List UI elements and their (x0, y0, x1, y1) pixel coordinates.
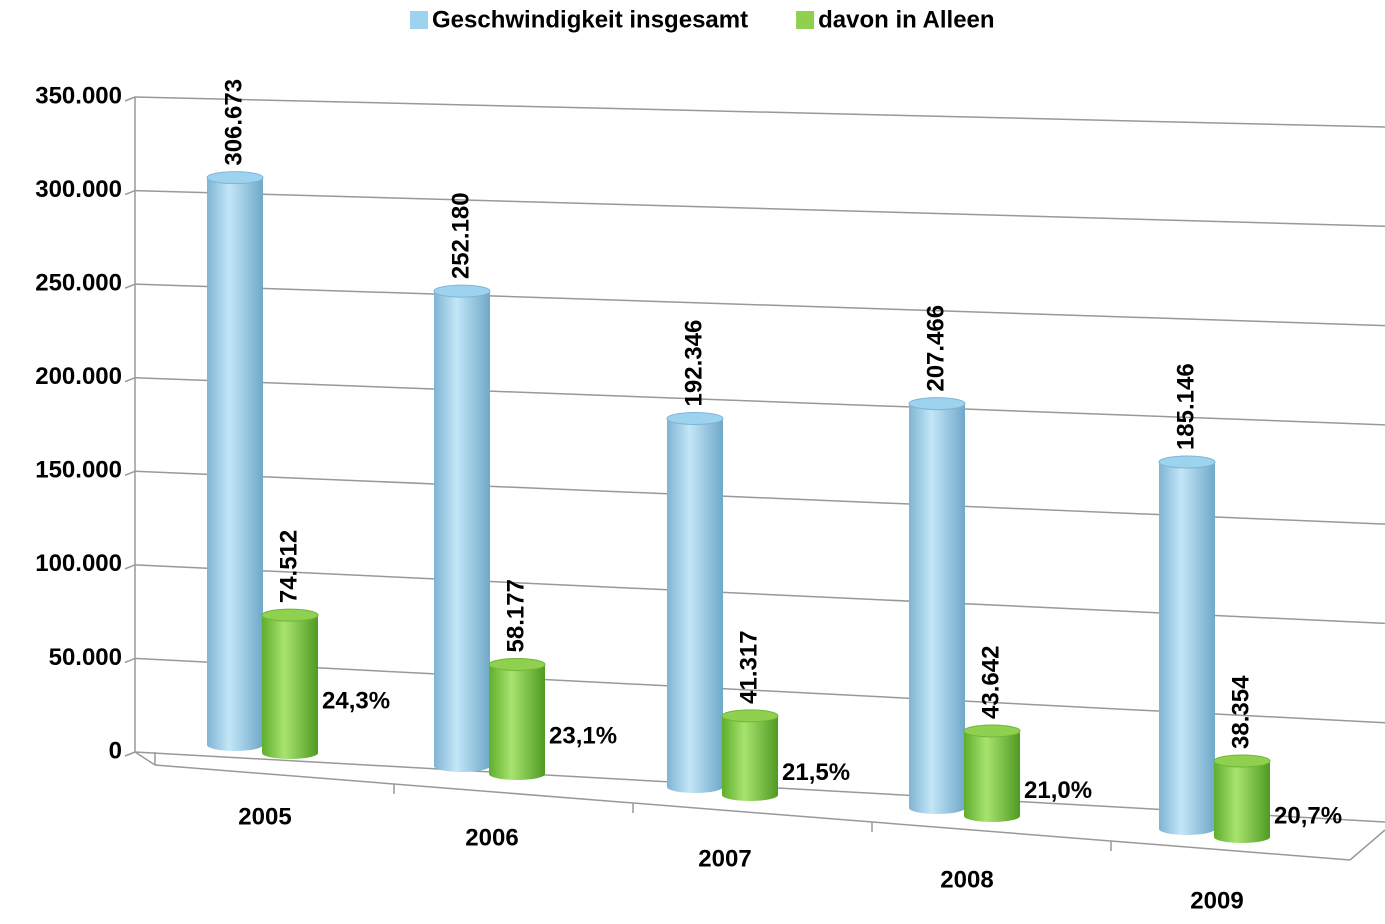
bar-top (488, 657, 546, 671)
data-label: 185.146 (1172, 363, 1199, 450)
tick-mark (124, 564, 136, 570)
bar-body (667, 418, 723, 787)
bar-bottom (262, 747, 318, 759)
bar-top (1213, 754, 1271, 768)
bar-body (434, 291, 490, 766)
data-label: 74.512 (275, 530, 302, 603)
y-tick-label: 350.000 (35, 82, 122, 109)
share-label: 21,5% (782, 759, 850, 786)
bar-top (908, 397, 966, 411)
bar-top (206, 171, 264, 185)
data-label: 38.354 (1227, 675, 1254, 749)
tick-mark (124, 751, 136, 757)
legend-swatch (410, 11, 428, 29)
tick-mark (124, 657, 136, 664)
bar (908, 397, 966, 814)
bar-bottom (964, 810, 1020, 822)
y-tick-label: 100.000 (35, 550, 122, 577)
bar (1213, 754, 1271, 843)
share-label: 21,0% (1024, 777, 1092, 804)
bar-body (207, 177, 263, 745)
grid-line (134, 376, 1385, 426)
bar (433, 284, 491, 772)
bar-top (261, 608, 319, 622)
bar-top (721, 709, 779, 723)
floor-edge (1349, 829, 1385, 861)
y-tick-label: 150.000 (35, 457, 122, 484)
tick-mark (124, 377, 136, 383)
data-label: 43.642 (977, 646, 1004, 719)
y-tick-label: 250.000 (35, 269, 122, 296)
bar-top (963, 724, 1021, 738)
legend-label: davon in Alleen (818, 6, 994, 33)
bar-bottom (722, 789, 778, 801)
grid-line (134, 96, 1385, 128)
wall-edge (134, 751, 156, 766)
share-label: 20,7% (1274, 802, 1342, 829)
x-tick-label: 2008 (940, 866, 993, 893)
x-tick-label: 2007 (698, 845, 751, 872)
bar-body (1214, 760, 1270, 837)
legend-label: Geschwindigkeit insgesamt (432, 6, 748, 33)
y-tick-label: 300.000 (35, 176, 122, 203)
x-tick-label: 2009 (1190, 887, 1243, 914)
floor-edge (154, 764, 1351, 861)
data-label: 207.466 (922, 305, 949, 392)
legend-swatch (796, 11, 815, 29)
tick-mark (124, 470, 136, 476)
data-label: 252.180 (447, 192, 474, 279)
y-tick-label: 0 (109, 737, 122, 764)
x-tick-label: 2006 (465, 824, 518, 851)
grid-line (134, 189, 1385, 228)
bar (1158, 455, 1216, 835)
bar-body (722, 715, 778, 795)
bar (666, 411, 724, 793)
data-label: 58.177 (502, 579, 529, 652)
tick-mark (124, 283, 136, 289)
tick-mark (124, 96, 136, 102)
bar-bottom (489, 768, 545, 780)
bar (488, 657, 546, 780)
bar-top (1158, 455, 1216, 469)
bar-bottom (1214, 831, 1270, 843)
bar-body (909, 403, 965, 808)
bar-top (666, 411, 724, 425)
data-label: 306.673 (220, 79, 247, 166)
data-label: 41.317 (735, 630, 762, 703)
bar-bottom (1159, 823, 1215, 835)
bar-body (1159, 462, 1215, 829)
tick-mark (124, 189, 136, 196)
bar-body (489, 664, 545, 774)
bar (261, 608, 319, 759)
x-tick-label: 2005 (238, 803, 291, 830)
bar-bottom (207, 739, 263, 751)
y-tick-label: 200.000 (35, 363, 122, 390)
bar-bottom (434, 760, 490, 772)
bar (721, 709, 779, 801)
share-label: 24,3% (322, 687, 390, 714)
bar-top (433, 284, 491, 298)
grid-line (134, 283, 1385, 327)
bar-body (964, 730, 1020, 816)
bar (206, 171, 264, 751)
bar-bottom (909, 802, 965, 814)
y-tick-label: 50.000 (49, 644, 122, 671)
bar-body (262, 615, 318, 753)
bar-bottom (667, 781, 723, 793)
data-label: 192.346 (680, 320, 707, 407)
bar (963, 724, 1021, 822)
share-label: 23,1% (549, 723, 617, 750)
